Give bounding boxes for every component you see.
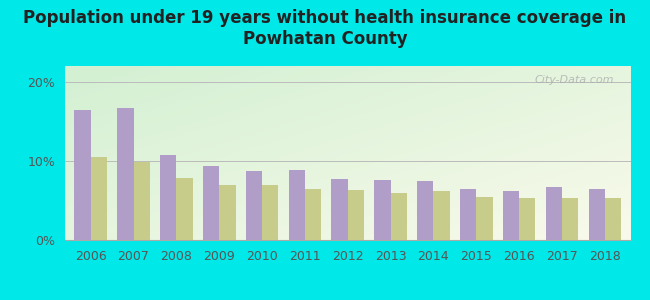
Bar (176, 178, 192, 240)
Bar (604, 198, 621, 240)
Bar (417, 181, 434, 240)
Bar (262, 185, 278, 240)
Bar (519, 198, 536, 240)
Bar (91, 157, 107, 240)
Bar (117, 108, 133, 240)
Text: Population under 19 years without health insurance coverage in
Powhatan County: Population under 19 years without health… (23, 9, 627, 48)
Bar (588, 189, 604, 240)
Bar (332, 179, 348, 240)
Bar (434, 191, 450, 240)
Bar (133, 163, 150, 240)
Bar (219, 184, 235, 240)
Bar (503, 191, 519, 240)
Bar (460, 189, 476, 240)
Bar (289, 169, 305, 240)
Bar (391, 193, 407, 240)
Bar (203, 167, 219, 240)
Text: City-Data.com: City-Data.com (534, 75, 614, 85)
Bar (476, 196, 493, 240)
Bar (246, 171, 262, 240)
Bar (562, 198, 578, 240)
Bar (160, 155, 176, 240)
Bar (74, 110, 91, 240)
Bar (348, 190, 364, 240)
Bar (305, 189, 321, 240)
Bar (374, 180, 391, 240)
Bar (546, 187, 562, 240)
